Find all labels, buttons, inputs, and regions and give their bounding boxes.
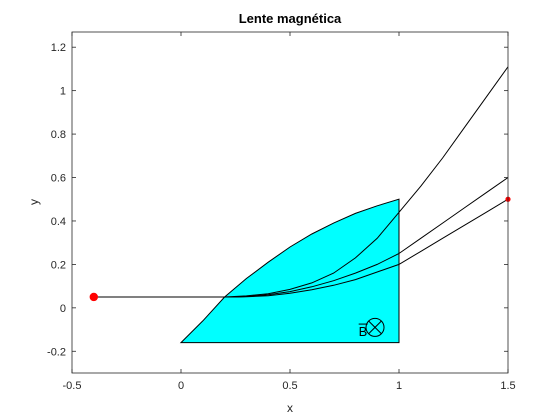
x-tick-label: -0.5 (63, 380, 82, 392)
x-tick-label: 0 (178, 380, 184, 392)
y-tick-label: 0.6 (51, 173, 66, 185)
y-tick-label: 0 (60, 303, 66, 315)
x-axis-label: x (287, 401, 293, 415)
plot-area: B -0.5 0 0.5 1 1.5 -0.2 0 0.2 0.4 0.6 0.8 1 1.2 (47, 31, 516, 392)
y-axis-label: y (27, 199, 41, 205)
field-cross-stroke-2 (368, 320, 382, 335)
field-into-page-icon (365, 317, 385, 337)
x-tick-label: 0.5 (282, 380, 297, 392)
x-tick-label: 1 (396, 380, 402, 392)
y-tick-label: 0.4 (51, 216, 66, 228)
point-marker-1 (89, 292, 98, 302)
y-tick-label: 0.2 (51, 259, 66, 271)
x-tick-label: 1.5 (500, 380, 515, 392)
y-tick-label: 1 (60, 86, 66, 98)
trajectory-line-1 (93, 66, 508, 298)
y-tick-label: 1.2 (51, 42, 66, 54)
y-tick-label: -0.2 (47, 346, 66, 358)
y-tick-label: 0.8 (51, 129, 66, 141)
trajectory-line-3 (93, 198, 508, 298)
chart-title: Lente magnética (239, 11, 342, 26)
field-label: B (359, 324, 368, 339)
